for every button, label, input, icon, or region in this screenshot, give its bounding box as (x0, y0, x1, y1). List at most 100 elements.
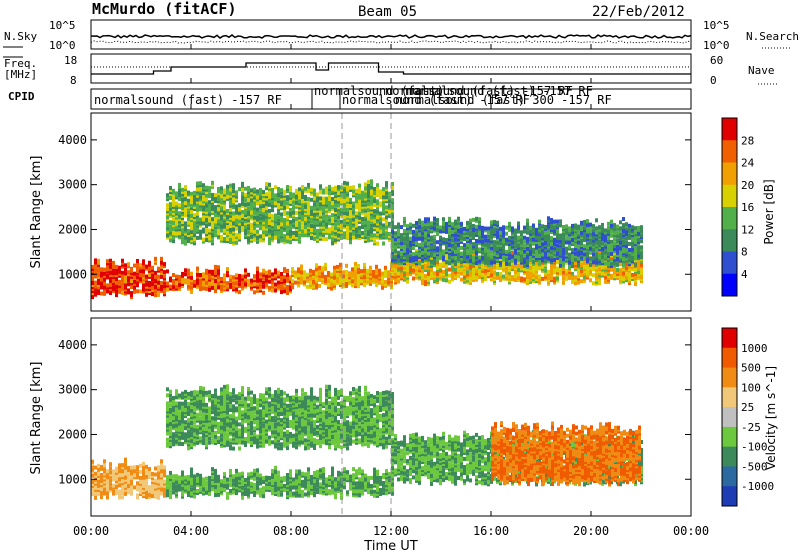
power-cell (94, 284, 97, 289)
velocity-cell (157, 465, 160, 470)
velocity-cell (115, 466, 118, 471)
power-cell (550, 252, 553, 257)
power-cell (475, 269, 478, 274)
nave-label: Nave (748, 64, 775, 77)
power-cell (223, 192, 226, 197)
power-cell (490, 260, 493, 265)
power-cell (316, 192, 319, 197)
power-cell (184, 225, 187, 230)
power-cell (190, 203, 193, 208)
power-cell (601, 237, 604, 241)
power-cell (346, 207, 349, 212)
power-cell (538, 266, 541, 271)
power-cell (307, 229, 310, 234)
velocity-cell (160, 459, 163, 464)
power-cell (148, 280, 151, 285)
velocity-cell (118, 489, 121, 494)
velocity-cell (190, 467, 193, 472)
power-cell (436, 246, 439, 251)
power-cell (415, 251, 418, 256)
power-cell (181, 271, 184, 276)
power-cell (265, 192, 268, 197)
power-cell (262, 276, 265, 281)
power-cell (259, 222, 262, 227)
power-cell (369, 269, 372, 274)
power-cell (640, 225, 643, 230)
velocity-cell (130, 471, 133, 476)
power-cell (334, 185, 337, 190)
power-cell (397, 252, 400, 257)
power-cell (187, 210, 190, 215)
power-cell (589, 278, 592, 283)
velocity-cell (127, 474, 130, 478)
power-cell (370, 185, 373, 190)
power-cell (172, 217, 175, 221)
power-cell (562, 274, 565, 279)
power-cell (523, 249, 526, 254)
power-cell (238, 282, 241, 287)
power-cell (172, 273, 175, 277)
power-cell (163, 286, 166, 291)
power-cell (345, 281, 348, 286)
power-cell (241, 228, 244, 233)
power-cell (604, 250, 607, 255)
velocity-cell (154, 472, 157, 477)
power-cell (208, 186, 211, 191)
power-cell (184, 191, 187, 196)
power-cell (247, 282, 250, 287)
power-cell (385, 181, 388, 186)
power-cell (244, 202, 247, 207)
power-cell (208, 222, 211, 227)
power-cell (439, 225, 442, 230)
velocity-cell (100, 464, 103, 469)
power-cell (385, 209, 388, 214)
power-cell (373, 187, 376, 191)
power-cell (220, 210, 223, 215)
power-cell (226, 209, 229, 213)
power-cell (538, 274, 541, 279)
power-cell (241, 181, 244, 186)
power-cell (259, 284, 262, 289)
power-cell (568, 256, 571, 261)
velocity-cell (193, 478, 196, 483)
power-cell (583, 244, 586, 249)
velocity-cell (175, 480, 178, 485)
power-cell (291, 267, 294, 271)
power-cell (544, 268, 547, 273)
power-cell (268, 208, 271, 213)
power-cell (232, 193, 235, 198)
power-cell (580, 226, 583, 231)
power-cell (604, 261, 607, 266)
power-cell (502, 255, 505, 260)
power-cell (336, 264, 339, 269)
power-cell (244, 186, 247, 191)
power-cell (378, 272, 381, 277)
power-cell (547, 252, 550, 257)
power-cell (610, 259, 613, 264)
power-cell (304, 194, 307, 199)
power-cell (100, 291, 103, 296)
power-cell (196, 266, 199, 271)
power-cell (505, 270, 508, 275)
power-cell (232, 275, 235, 280)
power-cell (619, 254, 622, 259)
power-cell (142, 259, 145, 264)
power-cell (631, 273, 634, 277)
power-cell (301, 195, 304, 199)
power-cell (316, 222, 319, 227)
power-cell (430, 274, 433, 278)
power-cell (409, 236, 412, 241)
velocity-cell (157, 481, 160, 486)
power-cell (283, 218, 286, 222)
power-cell (604, 279, 607, 284)
power-cell (223, 188, 226, 193)
power-cell (193, 237, 196, 242)
power-cell (373, 191, 376, 195)
power-cell (547, 273, 550, 278)
power-cell (175, 217, 178, 222)
power-cell (550, 240, 553, 245)
power-cell (193, 213, 196, 218)
power-cell (358, 225, 361, 230)
power-cell (223, 222, 226, 227)
power-cell (454, 268, 457, 272)
